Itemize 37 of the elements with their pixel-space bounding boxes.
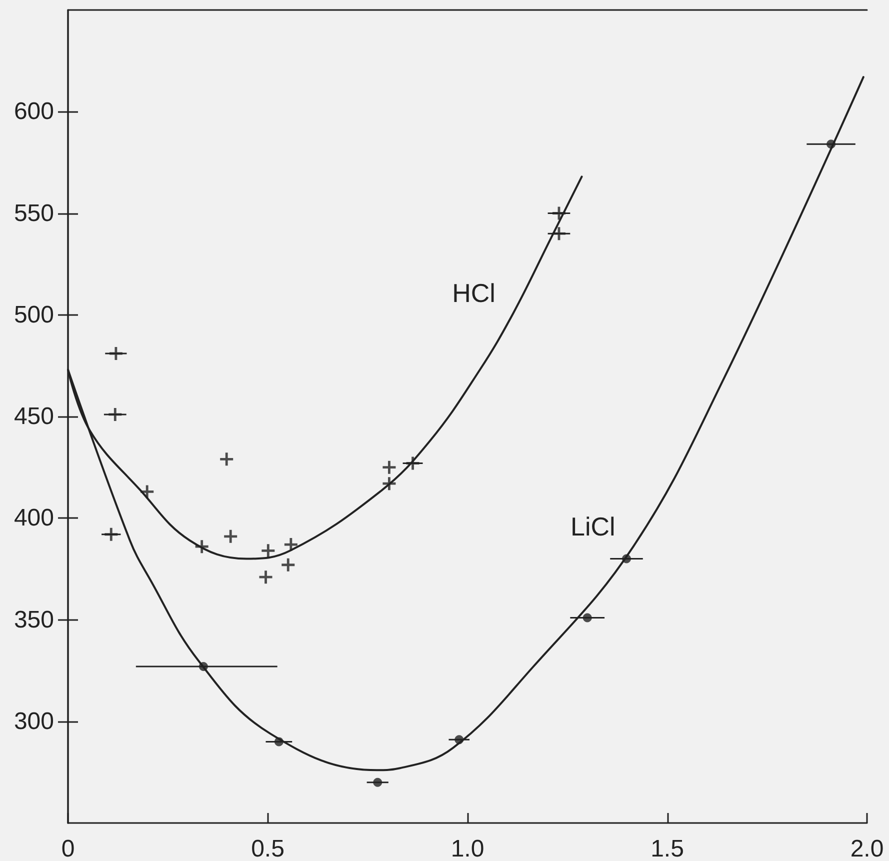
point bbox=[109, 346, 122, 360]
point bbox=[220, 452, 234, 466]
y-tick-label: 400 bbox=[14, 504, 54, 532]
point bbox=[262, 544, 275, 558]
point bbox=[373, 778, 382, 787]
series-label: HCl bbox=[452, 278, 496, 308]
x-tick-label: 1.0 bbox=[450, 836, 484, 861]
y-tick-label: 600 bbox=[14, 98, 54, 126]
point bbox=[552, 206, 566, 220]
y-tick-label: 550 bbox=[14, 200, 54, 227]
point bbox=[406, 456, 420, 470]
point bbox=[274, 737, 284, 746]
point bbox=[224, 530, 238, 543]
point bbox=[282, 558, 295, 572]
point bbox=[552, 227, 566, 240]
x-tick-label: 2.0 bbox=[850, 836, 884, 861]
y-tick-label: 450 bbox=[14, 403, 54, 430]
x-tick-label: 0.5 bbox=[251, 836, 284, 861]
y-tick-label: 300 bbox=[14, 708, 54, 735]
point bbox=[454, 735, 464, 744]
x-tick-label: 0 bbox=[61, 836, 75, 861]
y-tick-label: 350 bbox=[14, 606, 54, 634]
point bbox=[622, 554, 631, 564]
y-tick-label: 500 bbox=[14, 301, 54, 328]
point bbox=[104, 528, 118, 541]
point bbox=[108, 408, 122, 421]
point bbox=[382, 477, 396, 490]
point bbox=[259, 570, 272, 584]
x-tick-label: 1.5 bbox=[650, 836, 684, 861]
point bbox=[826, 140, 836, 149]
point bbox=[382, 460, 396, 474]
point bbox=[195, 540, 208, 554]
series-label: LiCl bbox=[570, 512, 616, 542]
point bbox=[140, 485, 154, 498]
point bbox=[582, 613, 592, 622]
point bbox=[198, 662, 208, 671]
point bbox=[284, 538, 298, 552]
